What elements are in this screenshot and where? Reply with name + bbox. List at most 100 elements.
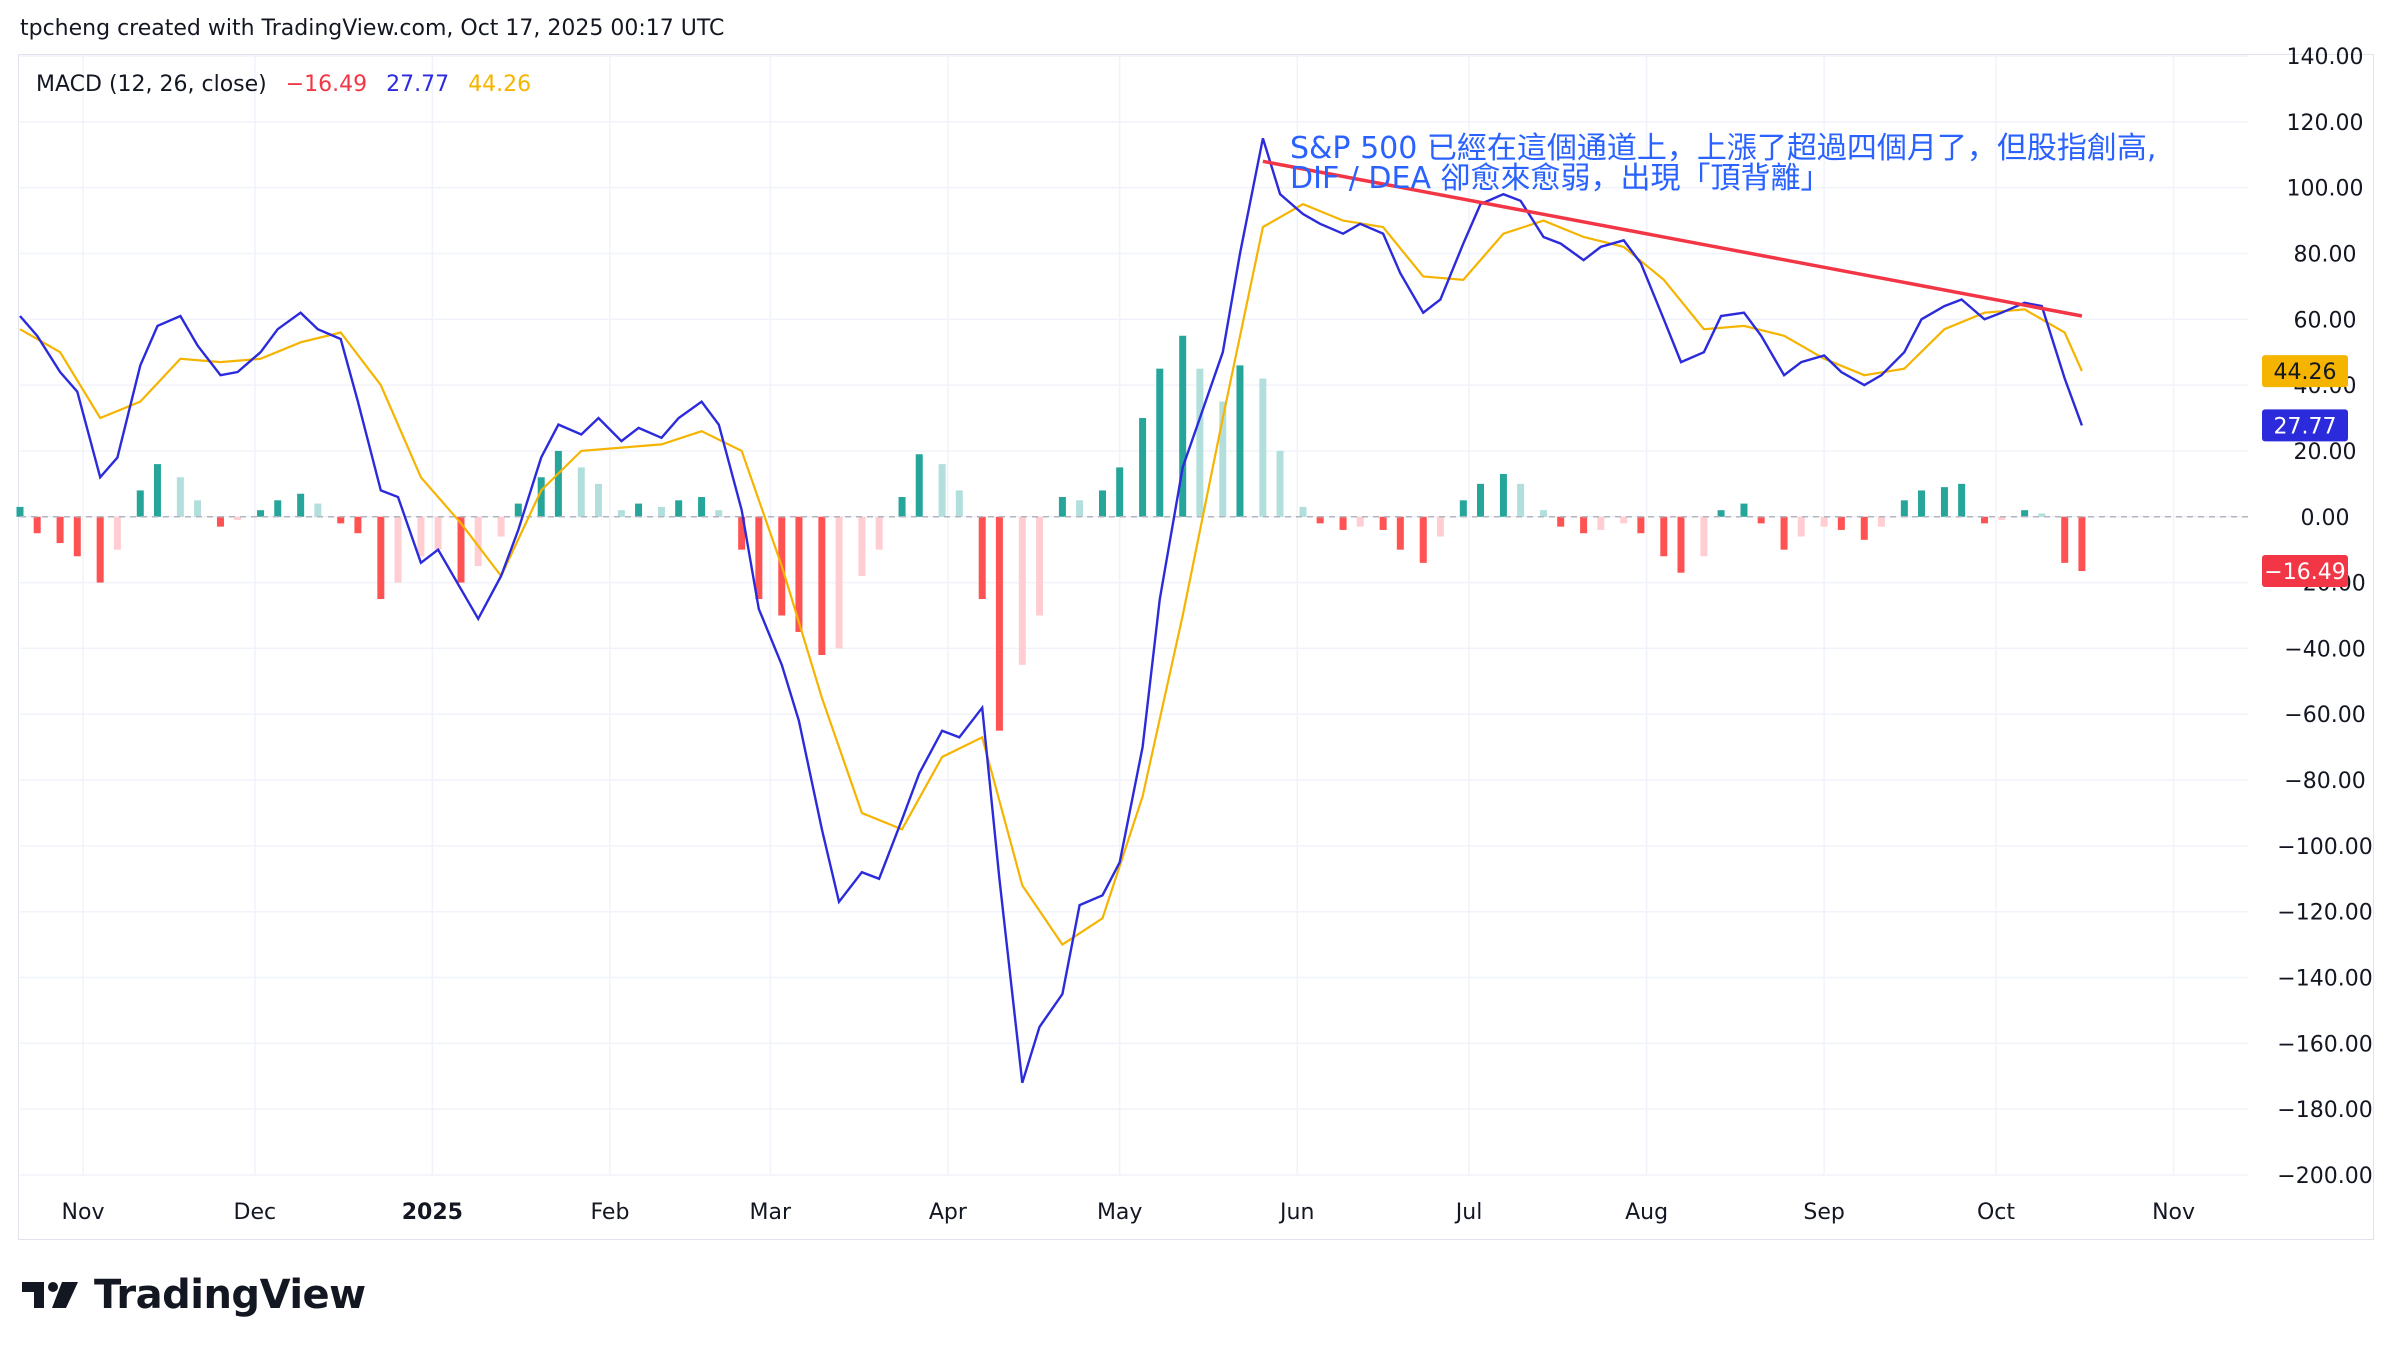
histogram-bar [56, 516, 64, 544]
histogram-bar [514, 503, 522, 517]
histogram-bar [1958, 483, 1966, 517]
histogram-bar [1580, 516, 1588, 534]
histogram-bar [1740, 503, 1748, 517]
y-tick-label: −60.00 [2284, 703, 2365, 728]
histogram-bar [1339, 516, 1347, 530]
histogram-bar [1940, 487, 1948, 517]
histogram-bar [1196, 368, 1204, 517]
histogram-bar [594, 483, 602, 517]
histogram-bar [1116, 467, 1124, 517]
chart-credit: tpcheng created with TradingView.com, Oc… [20, 16, 725, 41]
histogram-bar [978, 516, 986, 600]
histogram-bar [417, 516, 425, 557]
histogram-bar [497, 516, 505, 537]
histogram-bar [554, 450, 562, 517]
histogram-bar [16, 506, 24, 517]
y-tick-label: −200.00 [2277, 1164, 2372, 1189]
y-tick-label: 0.00 [2301, 506, 2350, 531]
histogram-bar [1379, 516, 1387, 530]
histogram-bar [1098, 490, 1106, 517]
divergence-annotation[interactable]: S&P 500 已經在這個通道上，上漲了超過四個月了，但股指創高, DIF / … [1290, 134, 2156, 194]
tradingview-brand[interactable]: TradingView [22, 1272, 366, 1318]
histogram-bar [1259, 378, 1267, 517]
histogram-bar [875, 516, 883, 550]
histogram-bar [394, 516, 402, 583]
annotation-line-2: DIF / DEA 卻愈來愈弱，出現「頂背離」 [1290, 161, 1831, 196]
last-value-badges: 44.26 27.77 −16.49 [2262, 355, 2348, 588]
chart-frame [18, 54, 2374, 1240]
histogram-bar [657, 506, 665, 517]
x-tick-label: Oct [1977, 1200, 2015, 1225]
histogram-bar [194, 500, 202, 517]
macd-value: 27.77 [386, 72, 450, 97]
histogram-bar [474, 516, 482, 567]
y-tick-label: 100.00 [2287, 177, 2364, 202]
histogram-bar [1860, 516, 1868, 540]
histogram-value: −16.49 [285, 72, 368, 97]
indicator-label: MACD (12, 26, close) [36, 72, 267, 97]
histogram-bar [617, 510, 625, 517]
histogram-bar [136, 490, 144, 517]
histogram-bar [1700, 516, 1708, 557]
histogram-bar [216, 516, 224, 527]
histogram-bar [297, 493, 305, 517]
histogram-bar [1499, 473, 1507, 517]
histogram-bar [738, 516, 746, 550]
y-tick-label: −160.00 [2277, 1032, 2372, 1057]
histogram-bar [1436, 516, 1444, 537]
histogram-bar [1459, 500, 1467, 517]
histogram-bar [1660, 516, 1668, 557]
histogram-bar [1076, 500, 1084, 517]
x-tick-label: Dec [234, 1200, 277, 1225]
x-tick-label: Jul [1454, 1200, 1483, 1225]
annotation-line-1: S&P 500 已經在這個通道上，上漲了超過四個月了，但股指創高, [1290, 131, 2157, 166]
bearish-divergence-trendline[interactable] [1262, 159, 2083, 318]
x-axis: Nov Dec 2025 Feb Mar Apr May Jun Jul Aug Sep Oct Nov [62, 1200, 2195, 1225]
histogram-bar [354, 516, 362, 534]
histogram-bar [1018, 516, 1026, 665]
histogram-bar [1540, 510, 1548, 517]
histogram-bar [1419, 516, 1427, 563]
histogram-bar [1877, 516, 1885, 527]
histogram-bar [1557, 516, 1565, 527]
y-tick-label: −80.00 [2284, 769, 2365, 794]
y-tick-label: −120.00 [2277, 901, 2372, 926]
histogram-bar [1219, 401, 1227, 517]
histogram-bar [113, 516, 121, 550]
histogram-bar [314, 503, 322, 517]
signal-last-value-badge [2262, 355, 2348, 388]
histogram-bar [995, 516, 1003, 731]
y-tick-label: 80.00 [2294, 242, 2357, 267]
histogram-bar [1276, 450, 1284, 517]
histogram-bar [2078, 516, 2086, 572]
histogram-bar [1757, 516, 1765, 524]
histogram-bar [698, 497, 706, 517]
histogram-bar [1139, 418, 1147, 517]
x-tick-label: Sep [1803, 1200, 1844, 1225]
histogram-bar [176, 477, 184, 517]
histogram-bar [1797, 516, 1805, 537]
histogram-bar [33, 516, 41, 534]
indicator-legend[interactable]: MACD (12, 26, close) −16.49 27.77 44.26 [36, 72, 543, 97]
histogram-bar [434, 516, 442, 550]
y-tick-label: −100.00 [2277, 835, 2372, 860]
histogram-bar [1035, 516, 1043, 616]
histogram-bar [635, 503, 643, 517]
x-tick-label: May [1097, 1200, 1142, 1225]
histogram-bar [1316, 516, 1324, 524]
histogram-bar [915, 454, 923, 517]
x-tick-label: Feb [590, 1200, 629, 1225]
y-tick-label: −40.00 [2284, 637, 2365, 662]
x-tick-label: Mar [750, 1200, 792, 1225]
signal-line [19, 202, 2083, 947]
histogram-bar [153, 464, 161, 517]
histogram-bar [1517, 483, 1525, 517]
histogram-bar [377, 516, 385, 600]
y-tick-label: −140.00 [2277, 967, 2372, 992]
histogram-bar [675, 500, 683, 517]
histogram-bar [1396, 516, 1404, 550]
histogram-bar [1981, 516, 1989, 524]
histogram-bar [1620, 516, 1628, 524]
histogram-bar [1837, 516, 1845, 530]
